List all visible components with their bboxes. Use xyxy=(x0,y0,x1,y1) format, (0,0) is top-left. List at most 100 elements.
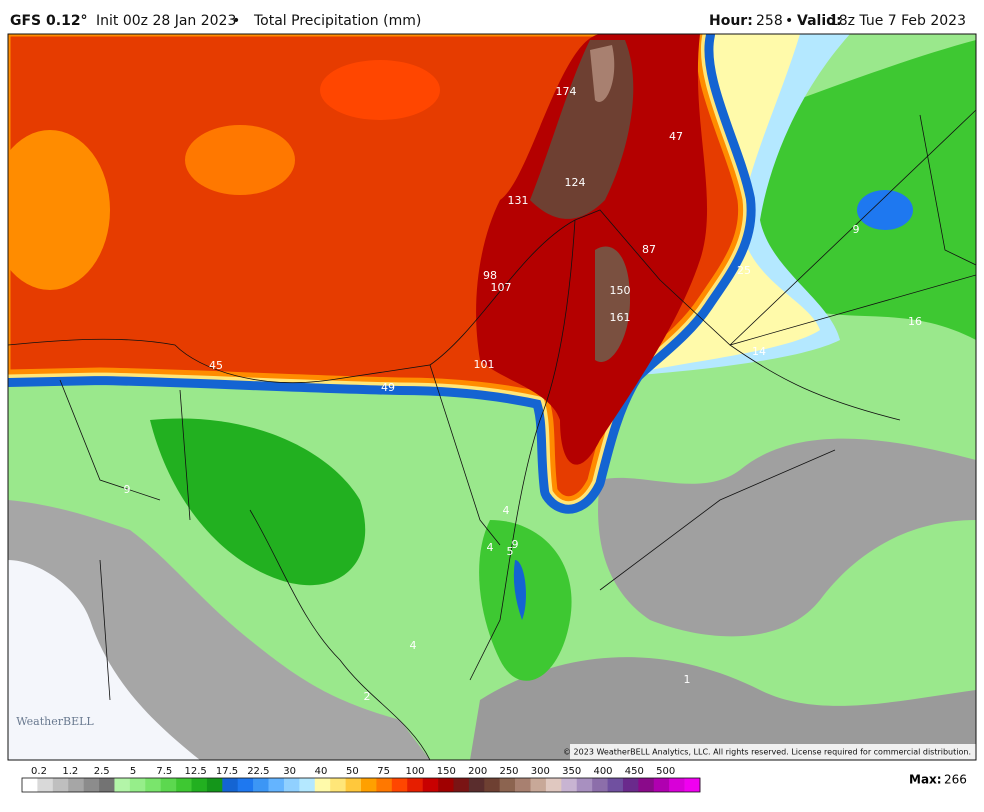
map-value-label: 45 xyxy=(209,359,223,372)
legend-swatch xyxy=(283,778,300,792)
max-value: 266 xyxy=(944,773,967,787)
legend-tick-label: 5 xyxy=(130,766,136,777)
map-value-label: 124 xyxy=(565,176,586,189)
legend-swatch xyxy=(484,778,500,792)
legend-swatch xyxy=(576,778,593,792)
map-value-label: 150 xyxy=(610,284,631,297)
copyright: © 2023 WeatherBELL Analytics, LLC. All r… xyxy=(563,748,971,757)
legend-tick-label: 75 xyxy=(377,766,390,777)
legend-tick-label: 100 xyxy=(405,766,424,777)
map: WeatherBELL © 2023 WeatherBELL Analytics… xyxy=(8,34,976,760)
legend-swatch xyxy=(407,778,423,792)
legend-swatch xyxy=(22,778,38,792)
product-name: Total Precipitation (mm) xyxy=(253,13,421,29)
map-value-label: 4 xyxy=(503,504,510,517)
legend-swatch xyxy=(376,778,393,792)
map-value-label: 4 xyxy=(487,541,494,554)
legend-tick-label: 2.5 xyxy=(94,766,110,777)
map-value-label: 49 xyxy=(381,381,395,394)
hour-label: Hour: xyxy=(709,13,753,29)
map-value-label: 16 xyxy=(908,315,922,328)
legend-swatch xyxy=(361,778,377,792)
legend-swatch xyxy=(684,778,701,792)
separator: • xyxy=(785,13,793,29)
legend-swatch xyxy=(499,778,516,792)
legend-swatch xyxy=(253,778,269,792)
legend-tick-label: 200 xyxy=(468,766,487,777)
legend-tick-label: 50 xyxy=(346,766,359,777)
map-value-label: 174 xyxy=(556,85,577,98)
legend-swatch xyxy=(530,778,547,792)
legend-swatch xyxy=(314,778,331,792)
legend-tick-label: 12.5 xyxy=(185,766,207,777)
map-value-label: 25 xyxy=(737,264,751,277)
legend-tick-label: 450 xyxy=(625,766,644,777)
legend-tick-label: 250 xyxy=(499,766,518,777)
legend-swatch xyxy=(515,778,531,792)
model-name: GFS 0.12° xyxy=(10,13,88,29)
map-value-label: 9 xyxy=(124,483,131,496)
legend-tick-label: 0.2 xyxy=(31,766,47,777)
legend-swatch xyxy=(83,778,100,792)
init-time: Init 00z 28 Jan 2023 xyxy=(96,13,236,29)
legend-tick-label: 40 xyxy=(315,766,328,777)
legend-swatch xyxy=(638,778,655,792)
map-value-label: 5 xyxy=(507,545,514,558)
legend-swatch xyxy=(592,778,608,792)
valid-value: 18z Tue 7 Feb 2023 xyxy=(830,13,966,29)
map-value-label: 9 xyxy=(512,538,519,551)
legend-frame xyxy=(21,777,701,793)
legend-swatch xyxy=(99,778,115,792)
map-value-label: 4 xyxy=(410,639,417,652)
separator: • xyxy=(232,13,240,29)
legend-swatch xyxy=(114,778,131,792)
legend-swatch xyxy=(129,778,146,792)
legend-swatch xyxy=(268,778,285,792)
legend-swatch xyxy=(160,778,177,792)
max-label: Max: xyxy=(909,773,942,787)
legend-tick-label: 350 xyxy=(562,766,581,777)
legend-tick-label: 30 xyxy=(283,766,296,777)
legend-swatch xyxy=(145,778,161,792)
map-value-label: 14 xyxy=(752,345,766,358)
legend-tick-label: 500 xyxy=(656,766,675,777)
map-value-label: 87 xyxy=(642,243,656,256)
legend-swatch xyxy=(422,778,439,792)
map-value-label: 98 xyxy=(483,269,497,282)
legend-swatch xyxy=(345,778,362,792)
map-value-label: 1 xyxy=(684,673,691,686)
legend-swatch xyxy=(176,778,192,792)
map-value-label: 161 xyxy=(610,311,631,324)
valid-label: Valid: xyxy=(797,13,842,29)
legend-swatch xyxy=(453,778,470,792)
map-value-label: 9 xyxy=(853,223,860,236)
map-value-label: 2 xyxy=(364,690,371,703)
map-value-label: 101 xyxy=(474,358,495,371)
legend-swatch xyxy=(622,778,639,792)
legend-swatch xyxy=(222,778,239,792)
legend-swatch xyxy=(37,778,54,792)
legend-tick-label: 150 xyxy=(437,766,456,777)
legend-tick-label: 400 xyxy=(593,766,612,777)
map-value-label: 47 xyxy=(669,130,683,143)
legend-tick-label: 17.5 xyxy=(216,766,238,777)
map-value-label: 131 xyxy=(508,194,529,207)
legend-swatch xyxy=(330,778,346,792)
legend-swatch xyxy=(237,778,254,792)
legend-swatch xyxy=(669,778,685,792)
legend: 0.2 1.2 2.5 5 7.5 12.5 17.5 22.5 30 40 50 75 100 150 2… xyxy=(21,766,701,793)
legend-swatch xyxy=(545,778,562,792)
legend-swatch xyxy=(206,778,223,792)
legend-tick-label: 22.5 xyxy=(247,766,269,777)
legend-swatch xyxy=(52,778,69,792)
legend-swatch xyxy=(468,778,485,792)
legend-tick-label: 300 xyxy=(531,766,550,777)
legend-swatch xyxy=(68,778,84,792)
legend-tick-label: 1.2 xyxy=(62,766,78,777)
map-value-label: 107 xyxy=(491,281,512,294)
legend-swatch xyxy=(607,778,624,792)
logo: WeatherBELL xyxy=(16,715,94,728)
